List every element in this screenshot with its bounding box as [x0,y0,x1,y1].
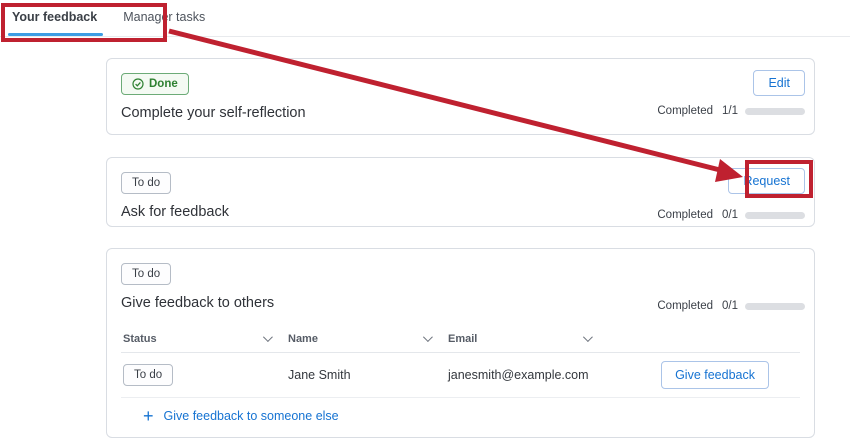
progress-value: 1/1 [722,105,738,117]
chevron-down-icon[interactable] [422,332,433,343]
status-badge-label: To do [132,268,161,280]
tab-manager-tasks[interactable]: Manager tasks [123,10,205,36]
status-badge-todo: To do [123,364,174,386]
plus-icon: + [143,406,154,426]
request-button[interactable]: Request [728,168,805,194]
tab-bar: Your feedback Manager tasks [0,0,850,37]
give-feedback-button[interactable]: Give feedback [661,361,769,389]
table-header-row: Status Name Email [121,325,800,353]
email-cell: janesmith@example.com [448,368,589,382]
tab-manager-tasks-label: Manager tasks [123,10,206,24]
column-header-status: Status [121,332,286,345]
table-row: To do Jane Smith janesmith@example.com G… [121,353,800,398]
status-badge-todo: To do [121,263,172,285]
column-header-label: Status [123,332,157,345]
progress-label: Completed [657,209,713,221]
column-header-name: Name [286,332,446,345]
progress-row: Completed 0/1 [657,300,805,312]
status-badge-label: To do [134,369,163,381]
name-cell: Jane Smith [288,368,351,382]
column-header-label: Email [448,332,478,345]
active-tab-underline [8,33,104,36]
task-list: Done Complete your self-reflection Edit … [106,58,815,438]
add-feedback-row[interactable]: + Give feedback to someone else [121,398,800,426]
add-feedback-link[interactable]: Give feedback to someone else [163,409,339,423]
check-circle-icon [132,78,144,90]
edit-button[interactable]: Edit [753,70,805,96]
card-title: Ask for feedback [121,204,229,220]
status-badge-label: Done [149,78,178,90]
progress-bar [745,302,805,310]
card-ask-for-feedback: To do Ask for feedback Request Completed… [106,157,815,227]
progress-row: Completed 0/1 [657,209,805,221]
progress-label: Completed [657,300,713,312]
progress-bar [745,211,805,219]
status-cell: To do [121,364,286,386]
status-badge-todo: To do [121,172,172,194]
tab-your-feedback[interactable]: Your feedback [8,10,104,36]
chevron-down-icon[interactable] [582,332,593,343]
card-give-feedback: To do Give feedback to others Completed … [106,248,815,438]
progress-row: Completed 1/1 [657,105,805,117]
column-header-email: Email [446,332,606,345]
status-badge-label: To do [132,177,161,189]
progress-value: 0/1 [722,209,738,221]
card-self-reflection: Done Complete your self-reflection Edit … [106,58,815,135]
progress-value: 0/1 [722,300,738,312]
chevron-down-icon[interactable] [262,332,273,343]
tab-your-feedback-label: Your feedback [12,10,98,24]
progress-label: Completed [657,105,713,117]
progress-bar [745,107,805,115]
feedback-table: Status Name Email To do [121,325,800,426]
column-header-label: Name [288,332,318,345]
status-badge-done: Done [121,73,189,95]
card-title: Give feedback to others [121,295,275,311]
